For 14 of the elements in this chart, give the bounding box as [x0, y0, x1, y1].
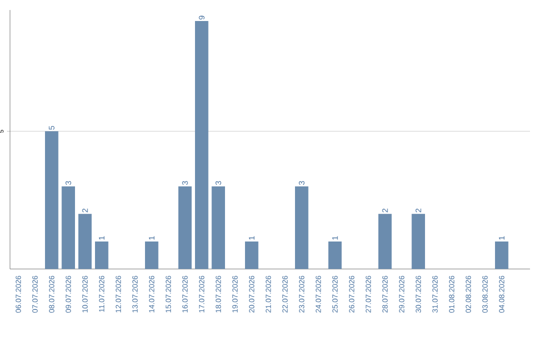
bar [62, 186, 75, 269]
bar [328, 241, 342, 269]
bar [295, 186, 308, 269]
bar [178, 186, 192, 269]
bar [95, 241, 108, 269]
bar [195, 21, 208, 269]
bar [145, 241, 158, 269]
bar [412, 214, 426, 269]
bar [245, 241, 258, 269]
bar [45, 131, 58, 269]
bar [378, 214, 392, 269]
bar [212, 186, 226, 269]
bar [78, 214, 92, 269]
bar [495, 241, 508, 269]
